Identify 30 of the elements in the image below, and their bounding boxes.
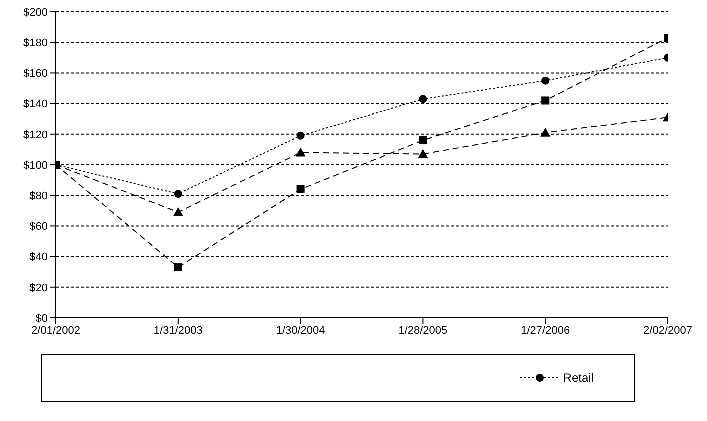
y-tick-label: $180 xyxy=(24,38,48,50)
x-tick-label: 2/02/2007 xyxy=(644,324,692,337)
x-tick-label: 1/28/2005 xyxy=(398,324,448,337)
point xyxy=(542,96,550,105)
point xyxy=(419,136,428,145)
x-tick-label: 2/01/2002 xyxy=(32,324,80,337)
y-tick-label: $160 xyxy=(24,68,48,80)
point xyxy=(173,207,184,216)
point xyxy=(418,149,428,158)
point xyxy=(540,128,551,137)
point xyxy=(296,148,306,157)
point xyxy=(174,264,182,272)
legend-label: Retail xyxy=(563,371,594,385)
point xyxy=(419,95,428,104)
y-tick-label: $100 xyxy=(24,160,48,172)
y-tick-label: $200 xyxy=(24,6,48,19)
y-tick-label: $40 xyxy=(30,252,48,264)
point xyxy=(296,185,305,194)
y-tick-label: $80 xyxy=(30,190,48,203)
x-tick-label: 1/27/2006 xyxy=(521,324,570,337)
point xyxy=(174,190,182,198)
x-tick-label: 1/30/2004 xyxy=(276,324,326,337)
y-tick-label: $0 xyxy=(36,312,48,325)
y-tick-label: $60 xyxy=(30,221,48,234)
y-tick-label: $120 xyxy=(24,129,48,142)
point xyxy=(296,132,305,140)
x-tick-label: 1/31/2003 xyxy=(154,324,203,337)
y-tick-label: $140 xyxy=(24,98,48,111)
y-tick-label: $20 xyxy=(30,282,48,294)
point xyxy=(542,76,550,85)
